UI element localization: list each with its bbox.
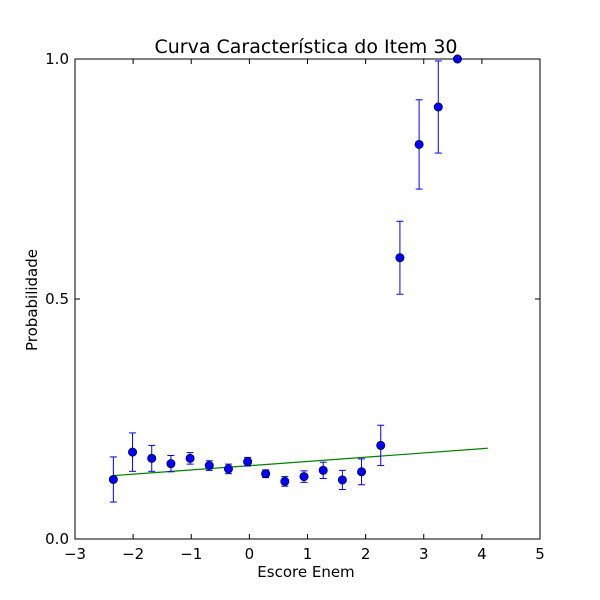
fitted-curve-line [113, 447, 488, 477]
x-tick-label: 0 [245, 545, 255, 563]
data-point [337, 475, 347, 485]
x-tick-label: 2 [361, 545, 371, 563]
plot-area: −3 −2 −1 0 1 2 3 4 5 0.0 0.5 1.0 [45, 50, 545, 563]
data-point [318, 465, 328, 475]
data-point [128, 447, 138, 457]
data-point [243, 457, 253, 467]
x-axis-label: Escore Enem [257, 563, 354, 581]
data-point [433, 102, 443, 112]
data-point [376, 440, 386, 450]
x-tick-label: 4 [477, 545, 487, 563]
y-axis-label: Probabilidade [23, 249, 41, 351]
x-tick-label: 1 [303, 545, 313, 563]
data-point [414, 139, 424, 149]
data-point [108, 474, 118, 484]
data-point [185, 453, 195, 463]
data-point [223, 464, 233, 474]
x-tick-label: 3 [419, 545, 429, 563]
data-point [452, 54, 462, 64]
data-point [166, 459, 176, 469]
data-point [395, 253, 405, 263]
data-point [261, 469, 271, 479]
data-point [357, 467, 367, 477]
x-tick-label: 5 [535, 545, 545, 563]
data-point [280, 476, 290, 486]
data-layer [108, 54, 488, 503]
y-tick-label: 0.5 [45, 290, 69, 308]
x-tick-label: −2 [122, 545, 144, 563]
data-point [147, 453, 157, 463]
chart-title: Curva Característica do Item 30 [154, 36, 457, 58]
x-tick-label: −1 [180, 545, 202, 563]
y-tick-label: 0.0 [45, 530, 69, 548]
data-point [204, 461, 214, 471]
data-point [299, 472, 309, 482]
y-tick-label: 1.0 [45, 50, 69, 68]
x-tick-label: −3 [64, 545, 86, 563]
